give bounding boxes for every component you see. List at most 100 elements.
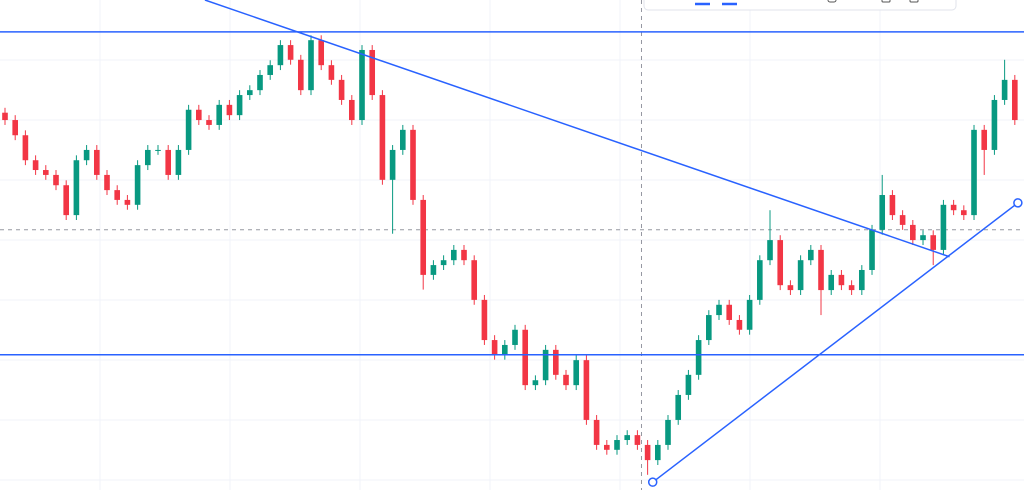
candle-body xyxy=(838,274,845,286)
candle-body xyxy=(593,419,600,445)
candle-body xyxy=(257,74,263,91)
candle-body xyxy=(359,49,365,121)
candle-body xyxy=(675,394,682,420)
candle-body xyxy=(226,104,233,116)
candle-body xyxy=(971,129,977,216)
candle-body xyxy=(1001,79,1008,100)
candle-body xyxy=(32,160,39,171)
candle-body xyxy=(502,344,508,355)
candle-body xyxy=(961,210,967,216)
candle-body xyxy=(940,204,947,250)
candle-body xyxy=(777,240,784,286)
candle-body xyxy=(736,319,743,330)
candle-body xyxy=(389,149,396,180)
candle-body xyxy=(818,249,824,291)
candle-body xyxy=(287,45,294,60)
candle-body xyxy=(797,260,804,291)
trend-line-handle xyxy=(647,477,658,487)
candle-body xyxy=(716,304,722,316)
candle-body xyxy=(848,285,855,291)
candle-body xyxy=(420,199,427,275)
candle-body xyxy=(512,329,518,345)
candle-body xyxy=(542,349,549,381)
candle-body xyxy=(124,199,131,205)
candle-body xyxy=(379,95,386,180)
candle-body xyxy=(624,435,631,441)
candle-body xyxy=(553,349,559,375)
candle-body xyxy=(63,185,70,216)
candle-body xyxy=(991,99,998,150)
tool-icon[interactable] xyxy=(827,0,837,3)
candle-body xyxy=(920,235,926,241)
candle-body xyxy=(144,149,151,166)
candle-body xyxy=(349,99,355,121)
candle-body xyxy=(910,224,916,241)
candle-body xyxy=(726,304,733,320)
toolbar-panel xyxy=(643,0,957,11)
candle-body xyxy=(104,174,110,191)
candle-body xyxy=(246,90,253,96)
candle-body xyxy=(859,269,865,291)
candle-body xyxy=(655,444,661,461)
candle-body xyxy=(195,109,202,121)
candle-body xyxy=(328,65,335,80)
trend-line xyxy=(652,202,1019,483)
candle-body xyxy=(93,149,100,175)
candle-body xyxy=(808,249,814,261)
candle-body xyxy=(12,120,19,136)
candle-body xyxy=(491,340,498,355)
candle-body xyxy=(42,170,49,175)
candle-body xyxy=(481,299,488,341)
candle-body xyxy=(604,444,610,450)
candle-body xyxy=(410,129,416,200)
candle-body xyxy=(216,104,223,125)
candle-body xyxy=(634,435,641,445)
toolbar[interactable] xyxy=(643,0,957,11)
candle-body xyxy=(471,260,478,300)
candle-body xyxy=(236,95,243,116)
candle-body xyxy=(685,374,692,395)
candle-body xyxy=(73,160,80,216)
candle-body xyxy=(746,299,753,330)
candle-body xyxy=(175,149,182,175)
candle-body xyxy=(522,329,529,386)
candle-body xyxy=(369,49,376,96)
candle-body xyxy=(583,360,590,420)
tool-icon[interactable] xyxy=(909,0,919,3)
candle-body xyxy=(614,440,620,450)
candle-body xyxy=(83,149,90,161)
candle-body xyxy=(318,40,325,66)
candle-body xyxy=(338,79,345,100)
candle-body xyxy=(695,340,702,375)
candle-body xyxy=(297,59,304,91)
candle-body xyxy=(981,129,988,150)
candle-body xyxy=(706,315,712,341)
candle-body xyxy=(1012,79,1018,121)
candle-body xyxy=(828,274,835,291)
candle-body xyxy=(665,419,671,445)
candle-body xyxy=(879,195,886,230)
candle-body xyxy=(787,285,794,291)
candle-body xyxy=(155,149,161,151)
candle-body xyxy=(22,135,29,161)
candle-body xyxy=(767,240,773,261)
candle-body xyxy=(430,265,437,275)
candle-body xyxy=(757,260,763,300)
candle-body xyxy=(267,65,274,75)
candle-body xyxy=(440,260,447,266)
candle-body xyxy=(451,249,457,261)
candle-body xyxy=(308,40,314,91)
candle-body xyxy=(573,360,580,386)
tool-icon[interactable] xyxy=(881,0,891,3)
candle-body xyxy=(165,149,172,175)
candle-body xyxy=(930,235,937,250)
candle-body xyxy=(532,380,539,386)
trend-line xyxy=(204,0,950,258)
candle-body xyxy=(53,174,59,186)
candle-body xyxy=(461,249,467,261)
candle-body xyxy=(277,45,284,66)
candle-body xyxy=(185,109,192,150)
candle-body xyxy=(899,215,906,225)
